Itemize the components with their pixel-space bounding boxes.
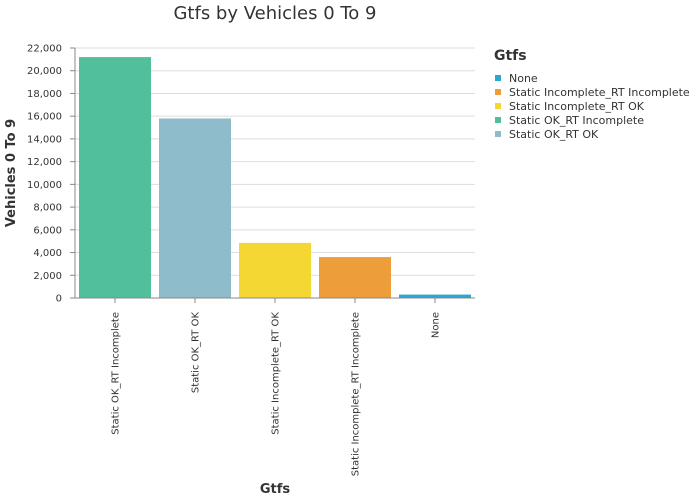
y-tick-label: 2,000 xyxy=(33,271,62,282)
bar[interactable] xyxy=(319,257,391,298)
y-tick-label: 22,000 xyxy=(27,44,62,55)
legend-item-label[interactable]: None xyxy=(509,72,538,85)
legend-swatch xyxy=(495,117,501,123)
bar[interactable] xyxy=(79,57,151,298)
x-tick-labels: Static OK_RT Incomplete Static OK_RT OK St… xyxy=(111,298,442,476)
legend-item-label[interactable]: Static Incomplete_RT Incomplete xyxy=(509,86,690,99)
bar[interactable] xyxy=(399,294,471,298)
y-tick-label: 10,000 xyxy=(27,180,62,191)
legend-swatch xyxy=(495,131,501,137)
y-tick-label: 0 xyxy=(56,294,62,305)
chart-title: Gtfs by Vehicles 0 To 9 xyxy=(173,3,376,24)
x-tick-label: Static Incomplete_RT Incomplete xyxy=(351,312,362,476)
y-tick-label: 16,000 xyxy=(27,112,62,123)
y-tick-labels: 0 2,000 4,000 6,000 8,000 10,000 12,000 14,000 1… xyxy=(27,44,75,305)
y-tick-label: 8,000 xyxy=(33,203,62,214)
bar[interactable] xyxy=(239,242,311,298)
legend-item-label[interactable]: Static Incomplete_RT OK xyxy=(509,100,645,113)
x-tick-label: Static OK_RT OK xyxy=(191,312,202,394)
y-axis-title: Vehicles 0 To 9 xyxy=(4,119,19,227)
x-tick-label: Static Incomplete_RT OK xyxy=(271,312,282,435)
y-tick-label: 18,000 xyxy=(27,89,62,100)
bars xyxy=(79,57,471,298)
y-tick-label: 12,000 xyxy=(27,157,62,168)
y-tick-label: 20,000 xyxy=(27,66,62,77)
y-tick-label: 4,000 xyxy=(33,248,62,259)
legend-swatch xyxy=(495,89,501,95)
legend-item-label[interactable]: Static OK_RT Incomplete xyxy=(509,114,644,127)
x-tick-label: Static OK_RT Incomplete xyxy=(111,312,122,435)
legend-swatch xyxy=(495,103,501,109)
bar[interactable] xyxy=(159,118,231,298)
y-tick-label: 14,000 xyxy=(27,134,62,145)
x-axis-title: Gtfs xyxy=(260,482,291,497)
y-tick-label: 6,000 xyxy=(33,225,62,236)
legend-title: Gtfs xyxy=(494,48,527,64)
x-tick-label: None xyxy=(431,312,442,338)
legend-item-label[interactable]: Static OK_RT OK xyxy=(509,128,599,141)
legend-swatch xyxy=(495,75,501,81)
